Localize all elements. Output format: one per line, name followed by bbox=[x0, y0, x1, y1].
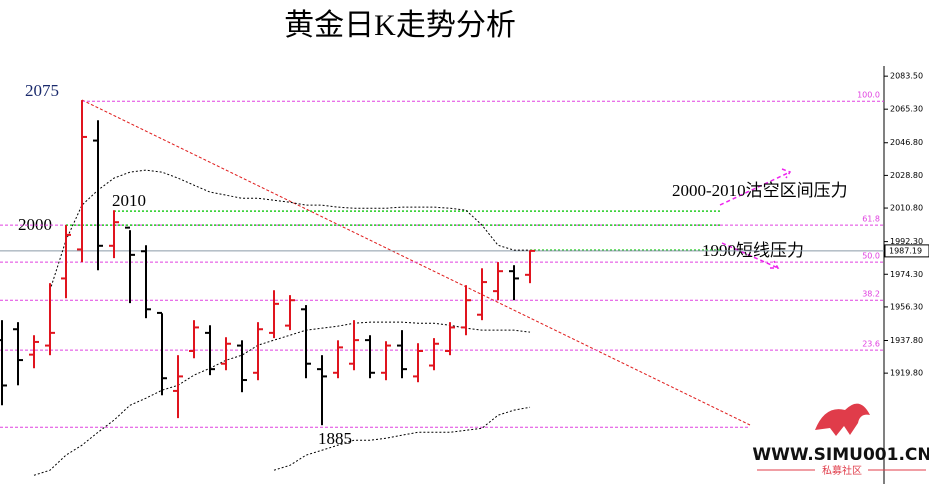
y-tick-label: 1992.30 bbox=[890, 237, 923, 246]
y-tick-label: 1974.30 bbox=[890, 270, 923, 279]
watermark-site: WWW.SIMU001.CN bbox=[752, 445, 929, 465]
y-tick-label: 2010.80 bbox=[890, 204, 923, 213]
y-tick-label: 2046.80 bbox=[890, 138, 923, 147]
annotation: 1885 bbox=[318, 429, 352, 448]
fib-label: 61.8 bbox=[862, 215, 880, 224]
y-tick-label: 2028.80 bbox=[890, 171, 923, 180]
chart-title: 黄金日K走势分析 bbox=[284, 9, 516, 42]
last-price-label: 1987.19 bbox=[889, 246, 922, 255]
annotation: 2010 bbox=[112, 191, 146, 210]
annotation: 2000-2010沽空区间压力 bbox=[672, 181, 848, 200]
band-line bbox=[49, 169, 530, 291]
fib-label: 100.0 bbox=[857, 91, 880, 100]
annotation: 2000 bbox=[18, 215, 52, 234]
watermark-name: 私募社区 bbox=[822, 464, 862, 477]
fib-label: 23.6 bbox=[862, 340, 880, 349]
y-tick-label: 1956.30 bbox=[890, 302, 923, 311]
y-tick-label: 1919.80 bbox=[890, 369, 923, 378]
fib-label: 50.0 bbox=[862, 252, 880, 261]
y-tick-label: 1937.80 bbox=[890, 336, 923, 345]
band-line bbox=[33, 321, 531, 476]
fib-label: 38.2 bbox=[862, 290, 880, 299]
y-tick-label: 2083.50 bbox=[890, 72, 923, 81]
last-price-box bbox=[884, 244, 929, 258]
y-tick-label: 2065.30 bbox=[890, 105, 923, 114]
arrow-up bbox=[719, 168, 792, 206]
logo bbox=[815, 403, 870, 436]
band-line bbox=[273, 406, 531, 471]
annotation: 2075 bbox=[25, 81, 59, 100]
arrow-down bbox=[721, 242, 780, 269]
